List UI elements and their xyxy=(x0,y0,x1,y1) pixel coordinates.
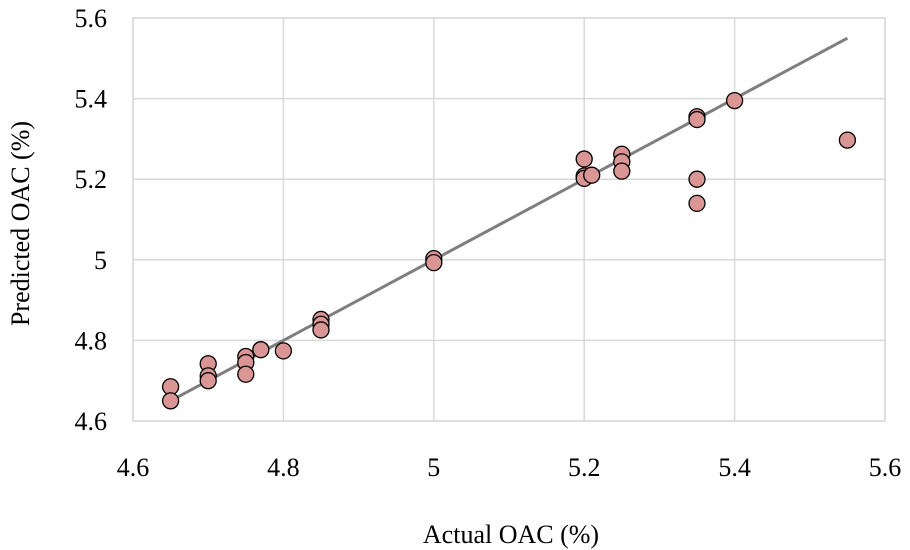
y-axis-tick-labels: 4.6 4.8 5 5.2 5.4 5.6 xyxy=(75,4,108,436)
x-axis-tick-labels: 4.6 4.8 5 5.2 5.4 5.6 xyxy=(117,453,902,482)
y-tick-label-0: 4.6 xyxy=(75,407,108,436)
data-point-1 xyxy=(161,392,180,410)
y-tick-label-5: 5.6 xyxy=(75,4,108,33)
data-point-9 xyxy=(274,342,293,360)
x-tick-label-3: 5.2 xyxy=(568,453,601,482)
data-points xyxy=(161,91,857,410)
data-point-25 xyxy=(688,194,706,213)
x-axis-title: Actual OAC (%) xyxy=(423,520,599,549)
reference-line-layer xyxy=(169,36,849,403)
y-tick-label-2: 5 xyxy=(94,246,107,275)
data-point-18 xyxy=(583,166,601,184)
x-tick-label-5: 5.6 xyxy=(869,453,902,482)
y-tick-label-3: 5.2 xyxy=(75,165,108,194)
x-tick-label-4: 5.4 xyxy=(718,453,751,482)
data-point-21 xyxy=(613,162,631,180)
data-point-27 xyxy=(838,131,857,149)
y-tick-label-4: 5.4 xyxy=(75,85,108,114)
x-tick-label-0: 4.6 xyxy=(117,453,150,482)
data-point-12 xyxy=(312,321,330,339)
data-point-24 xyxy=(688,170,706,188)
x-tick-label-1: 4.8 xyxy=(267,453,300,482)
data-point-23 xyxy=(688,110,706,129)
y-axis-title: Predicted OAC (%) xyxy=(6,121,35,326)
data-point-8 xyxy=(252,341,270,359)
data-point-15 xyxy=(575,150,593,168)
data-point-7 xyxy=(237,365,255,383)
reference-line xyxy=(169,36,849,403)
plot-area-border xyxy=(132,17,886,422)
x-tick-label-2: 5 xyxy=(427,453,440,482)
data-point-4 xyxy=(199,372,217,390)
data-point-26 xyxy=(725,91,744,110)
y-tick-label-1: 4.8 xyxy=(75,326,108,355)
data-point-14 xyxy=(425,253,443,272)
